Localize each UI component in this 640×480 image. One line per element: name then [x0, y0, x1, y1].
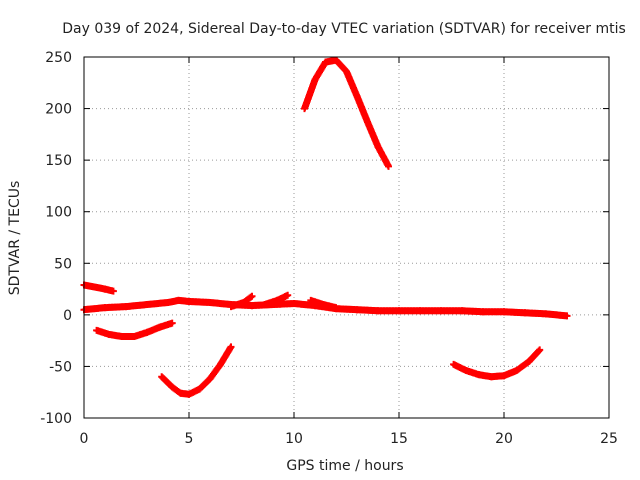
x-tick-label: 20: [495, 431, 513, 447]
y-tick-label: -50: [49, 359, 72, 375]
data-point: [109, 287, 117, 295]
y-tick-label: -100: [40, 411, 72, 427]
x-tick-label: 25: [600, 431, 618, 447]
grid-layer: [84, 57, 609, 418]
data-layer: [80, 56, 571, 398]
data-point: [227, 343, 235, 351]
series-arc-dip-19h: [450, 346, 544, 381]
x-tick-label: 15: [390, 431, 408, 447]
data-point: [248, 292, 256, 300]
x-tick-label: 5: [185, 431, 194, 447]
data-point: [332, 304, 340, 312]
x-axis-label: GPS time / hours: [286, 458, 403, 474]
x-tick-label: 0: [80, 431, 89, 447]
y-axis-label: SDTVAR / TECUs: [7, 181, 23, 296]
series-arc-early-low: [93, 319, 176, 341]
series-arc-spike-9h: [261, 291, 292, 309]
tick-layer: 0 5 10 15 20 25 -100 -50 0 50 100 150 200 250: [40, 50, 618, 447]
y-tick-label: 50: [54, 256, 72, 272]
y-tick-label: 100: [45, 205, 72, 221]
chart-title: Day 039 of 2024, Sidereal Day-to-day VTE…: [62, 21, 626, 37]
y-tick-label: 200: [45, 102, 72, 118]
y-tick-label: 150: [45, 153, 72, 169]
y-tick-label: 0: [63, 308, 72, 324]
series-arc-dip-5h: [158, 343, 235, 398]
x-tick-label: 10: [285, 431, 303, 447]
series-arc-spike-8h: [227, 292, 256, 311]
y-tick-label: 250: [45, 50, 72, 66]
data-point: [385, 162, 392, 170]
data-point: [536, 346, 544, 354]
data-point: [563, 312, 571, 320]
data-point: [284, 291, 292, 299]
plot-frame: [83, 56, 610, 419]
series-arc-early-high: [80, 281, 117, 295]
series-arc-peak: [301, 56, 392, 170]
series-arc-spike-11h: [307, 296, 340, 312]
data-point: [168, 319, 176, 327]
